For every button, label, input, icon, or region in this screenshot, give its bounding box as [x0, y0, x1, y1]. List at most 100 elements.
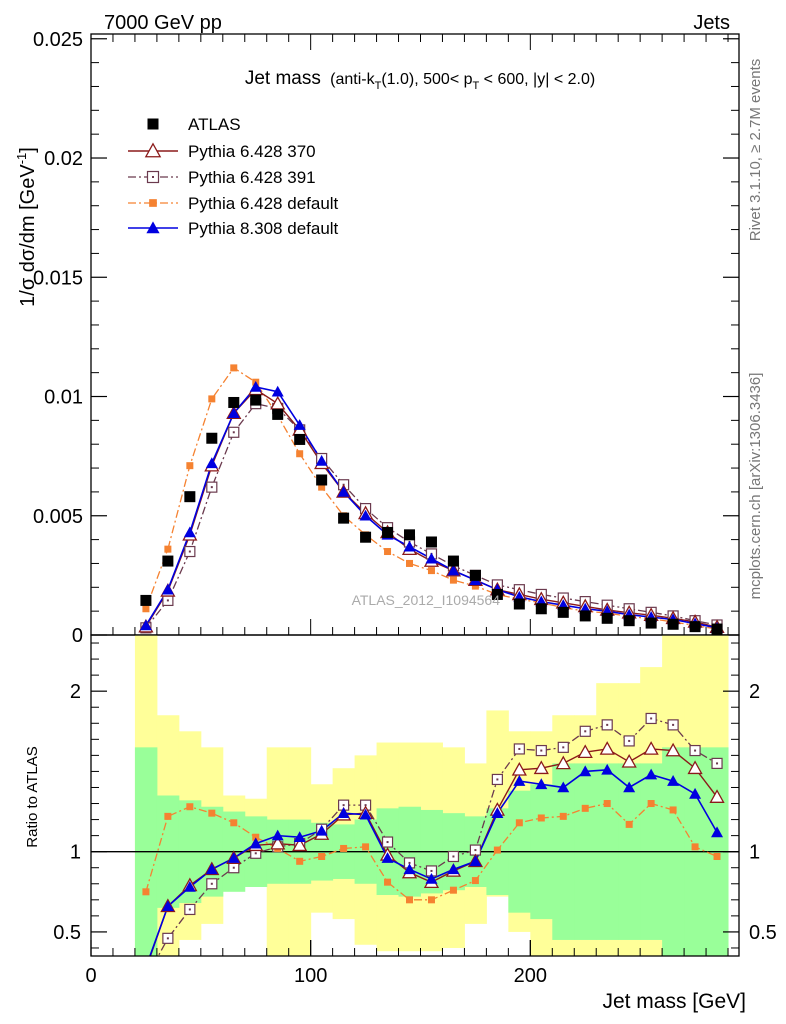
legend-label-py6def: Pythia 6.428 default — [188, 194, 339, 213]
ratio-point-py391-dot — [210, 882, 213, 885]
ratio-xtick-label: 0 — [85, 965, 96, 987]
ratio-point-py391-dot — [254, 852, 257, 855]
main-plot-area: 0 0.005 0.01 0.015 0.02 0.025 — [33, 29, 740, 647]
main-point-py8def — [183, 526, 196, 538]
plot-title-p2sub: T — [473, 80, 480, 92]
ratio-point-py6def — [493, 846, 501, 854]
main-point-atlas — [360, 531, 372, 543]
ratio-point-py391-dot — [145, 977, 147, 979]
main-point-atlas — [447, 555, 459, 567]
ratio-point-py6def — [208, 809, 216, 817]
main-point-py6def — [142, 605, 150, 613]
ratio-point-py8def — [689, 787, 702, 799]
ratio-point-py8def — [513, 775, 526, 786]
ratio-point-py6def — [603, 800, 611, 808]
main-point-py8def — [139, 619, 152, 631]
main-line-py391 — [145, 402, 718, 629]
ratio-point-py370 — [511, 761, 527, 776]
main-ytick-label: 0.01 — [44, 387, 83, 409]
main-point-atlas — [272, 408, 284, 420]
main-axes: 0 0.005 0.01 0.015 0.02 0.025 — [33, 29, 739, 647]
ratio-point-py8def — [381, 852, 394, 863]
header-right: Jets — [693, 12, 730, 34]
main-point-py8def — [227, 407, 240, 419]
ratio-point-py8def — [623, 781, 636, 793]
ratio-point-py391 — [141, 973, 151, 983]
ratio-point-py391-dot — [694, 749, 697, 752]
ratio-series-group — [91, 635, 739, 983]
ratio-axes: 0.5 0.5 1 1 2 2 0 100 200 — [53, 642, 777, 987]
ratio-point-py391 — [557, 741, 569, 753]
main-point-py391 — [206, 481, 218, 493]
ratio-point-py391 — [667, 719, 679, 731]
ratio-point-py391-dot — [584, 730, 587, 733]
main-point-atlas — [667, 618, 679, 630]
ratio-ytick-label-right: 2 — [749, 681, 760, 703]
legend-label-py370: Pythia 6.428 370 — [188, 142, 316, 161]
main-point-py6def — [318, 483, 326, 491]
header-left: 7000 GeV pp — [104, 12, 222, 34]
ratio-point-py6def — [427, 896, 435, 904]
ratio-point-py391 — [623, 735, 635, 747]
legend-marker-py391 — [146, 170, 160, 184]
xlabel: Jet mass [GeV] — [602, 990, 746, 1013]
ratio-point-py391 — [206, 878, 218, 890]
ratio-point-py6def — [296, 857, 304, 865]
main-point-py8def — [161, 583, 174, 595]
ratio-ytick-label: 0.5 — [53, 922, 81, 944]
ratio-point-py8def — [469, 855, 482, 867]
ratio-point-py391-dot — [650, 717, 653, 720]
ratio-xtick-label: 200 — [514, 965, 547, 987]
ratio-point-py391 — [162, 932, 174, 944]
ratio-point-py370 — [599, 741, 615, 755]
plot-title-p1: (anti-k — [330, 71, 375, 88]
ratio-point-py370 — [270, 835, 286, 850]
ratio-point-py6def — [559, 812, 567, 820]
main-point-atlas — [294, 433, 306, 445]
ratio-point-py8def — [711, 826, 724, 838]
ratio-point-py370 — [533, 760, 549, 775]
ratio-point-py8def — [161, 900, 174, 912]
ratio-point-py391 — [381, 836, 394, 848]
main-point-py391-dot — [210, 486, 213, 489]
main-point-atlas — [162, 555, 174, 567]
ratio-point-py370 — [709, 789, 725, 803]
main-point-py8def — [359, 509, 372, 521]
ratio-point-py370 — [139, 962, 152, 974]
ratio-point-py6def — [142, 888, 150, 896]
main-point-atlas — [338, 512, 350, 524]
ratio-point-py8def — [271, 829, 284, 841]
ratio-point-py6def — [669, 806, 677, 814]
ratio-point-py391-dot — [188, 908, 191, 911]
ratio-point-py370 — [687, 760, 703, 775]
ratio-point-py391 — [579, 725, 591, 737]
ratio-point-py6def — [230, 819, 238, 827]
ratio-point-py370 — [621, 753, 637, 768]
ratio-point-py6def — [625, 820, 633, 828]
rivet-version-label: Rivet 3.1.10, ≥ 2.7M events — [747, 59, 764, 242]
main-point-py8def — [271, 385, 284, 397]
ratio-point-py8def — [579, 765, 592, 777]
main-point-py8def — [293, 419, 306, 430]
main-point-py391-dot — [166, 599, 169, 602]
main-point-py6def — [164, 545, 172, 553]
ratio-point-py391-dot — [606, 723, 609, 726]
main-point-py6def — [471, 582, 479, 590]
ratio-point-py391-dot — [342, 804, 345, 807]
main-point-atlas — [689, 621, 701, 633]
ratio-point-py391 — [689, 744, 701, 757]
main-point-py391-dot — [188, 550, 191, 553]
ratio-point-py8def — [557, 781, 570, 793]
ratio-point-py8def — [337, 807, 350, 818]
main-point-py6def — [186, 462, 194, 470]
ratio-point-py391-dot — [166, 937, 169, 940]
ratio-plot-marks — [91, 635, 739, 983]
main-point-py8def — [403, 540, 416, 552]
main-ytick-label: 0.015 — [33, 267, 83, 289]
ratio-point-py391 — [491, 773, 503, 786]
legend-marker-py391-dot — [152, 176, 154, 178]
ratio-point-py391-dot — [474, 849, 477, 852]
main-point-atlas — [579, 610, 591, 622]
main-ylabel-close: ] — [17, 147, 39, 153]
main-ylabel-sup: -1 — [14, 153, 29, 165]
